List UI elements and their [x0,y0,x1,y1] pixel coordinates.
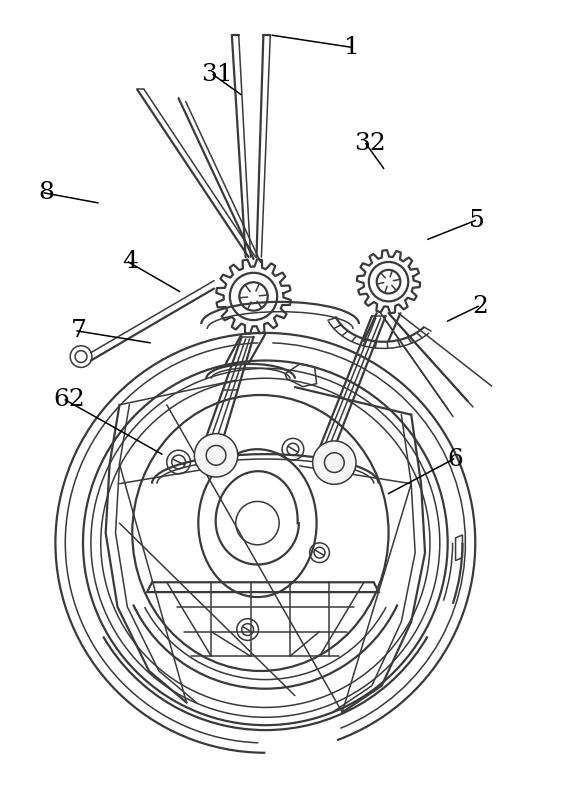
Text: 7: 7 [71,319,87,342]
Text: 32: 32 [354,132,386,155]
Circle shape [313,441,356,484]
Text: 62: 62 [53,389,85,412]
Circle shape [194,434,238,477]
Text: 4: 4 [123,250,138,273]
Text: 1: 1 [344,36,360,58]
Text: 5: 5 [469,209,486,232]
Text: 31: 31 [201,63,233,86]
Text: 8: 8 [39,182,54,205]
Text: 6: 6 [448,448,464,471]
Text: 2: 2 [472,295,488,318]
